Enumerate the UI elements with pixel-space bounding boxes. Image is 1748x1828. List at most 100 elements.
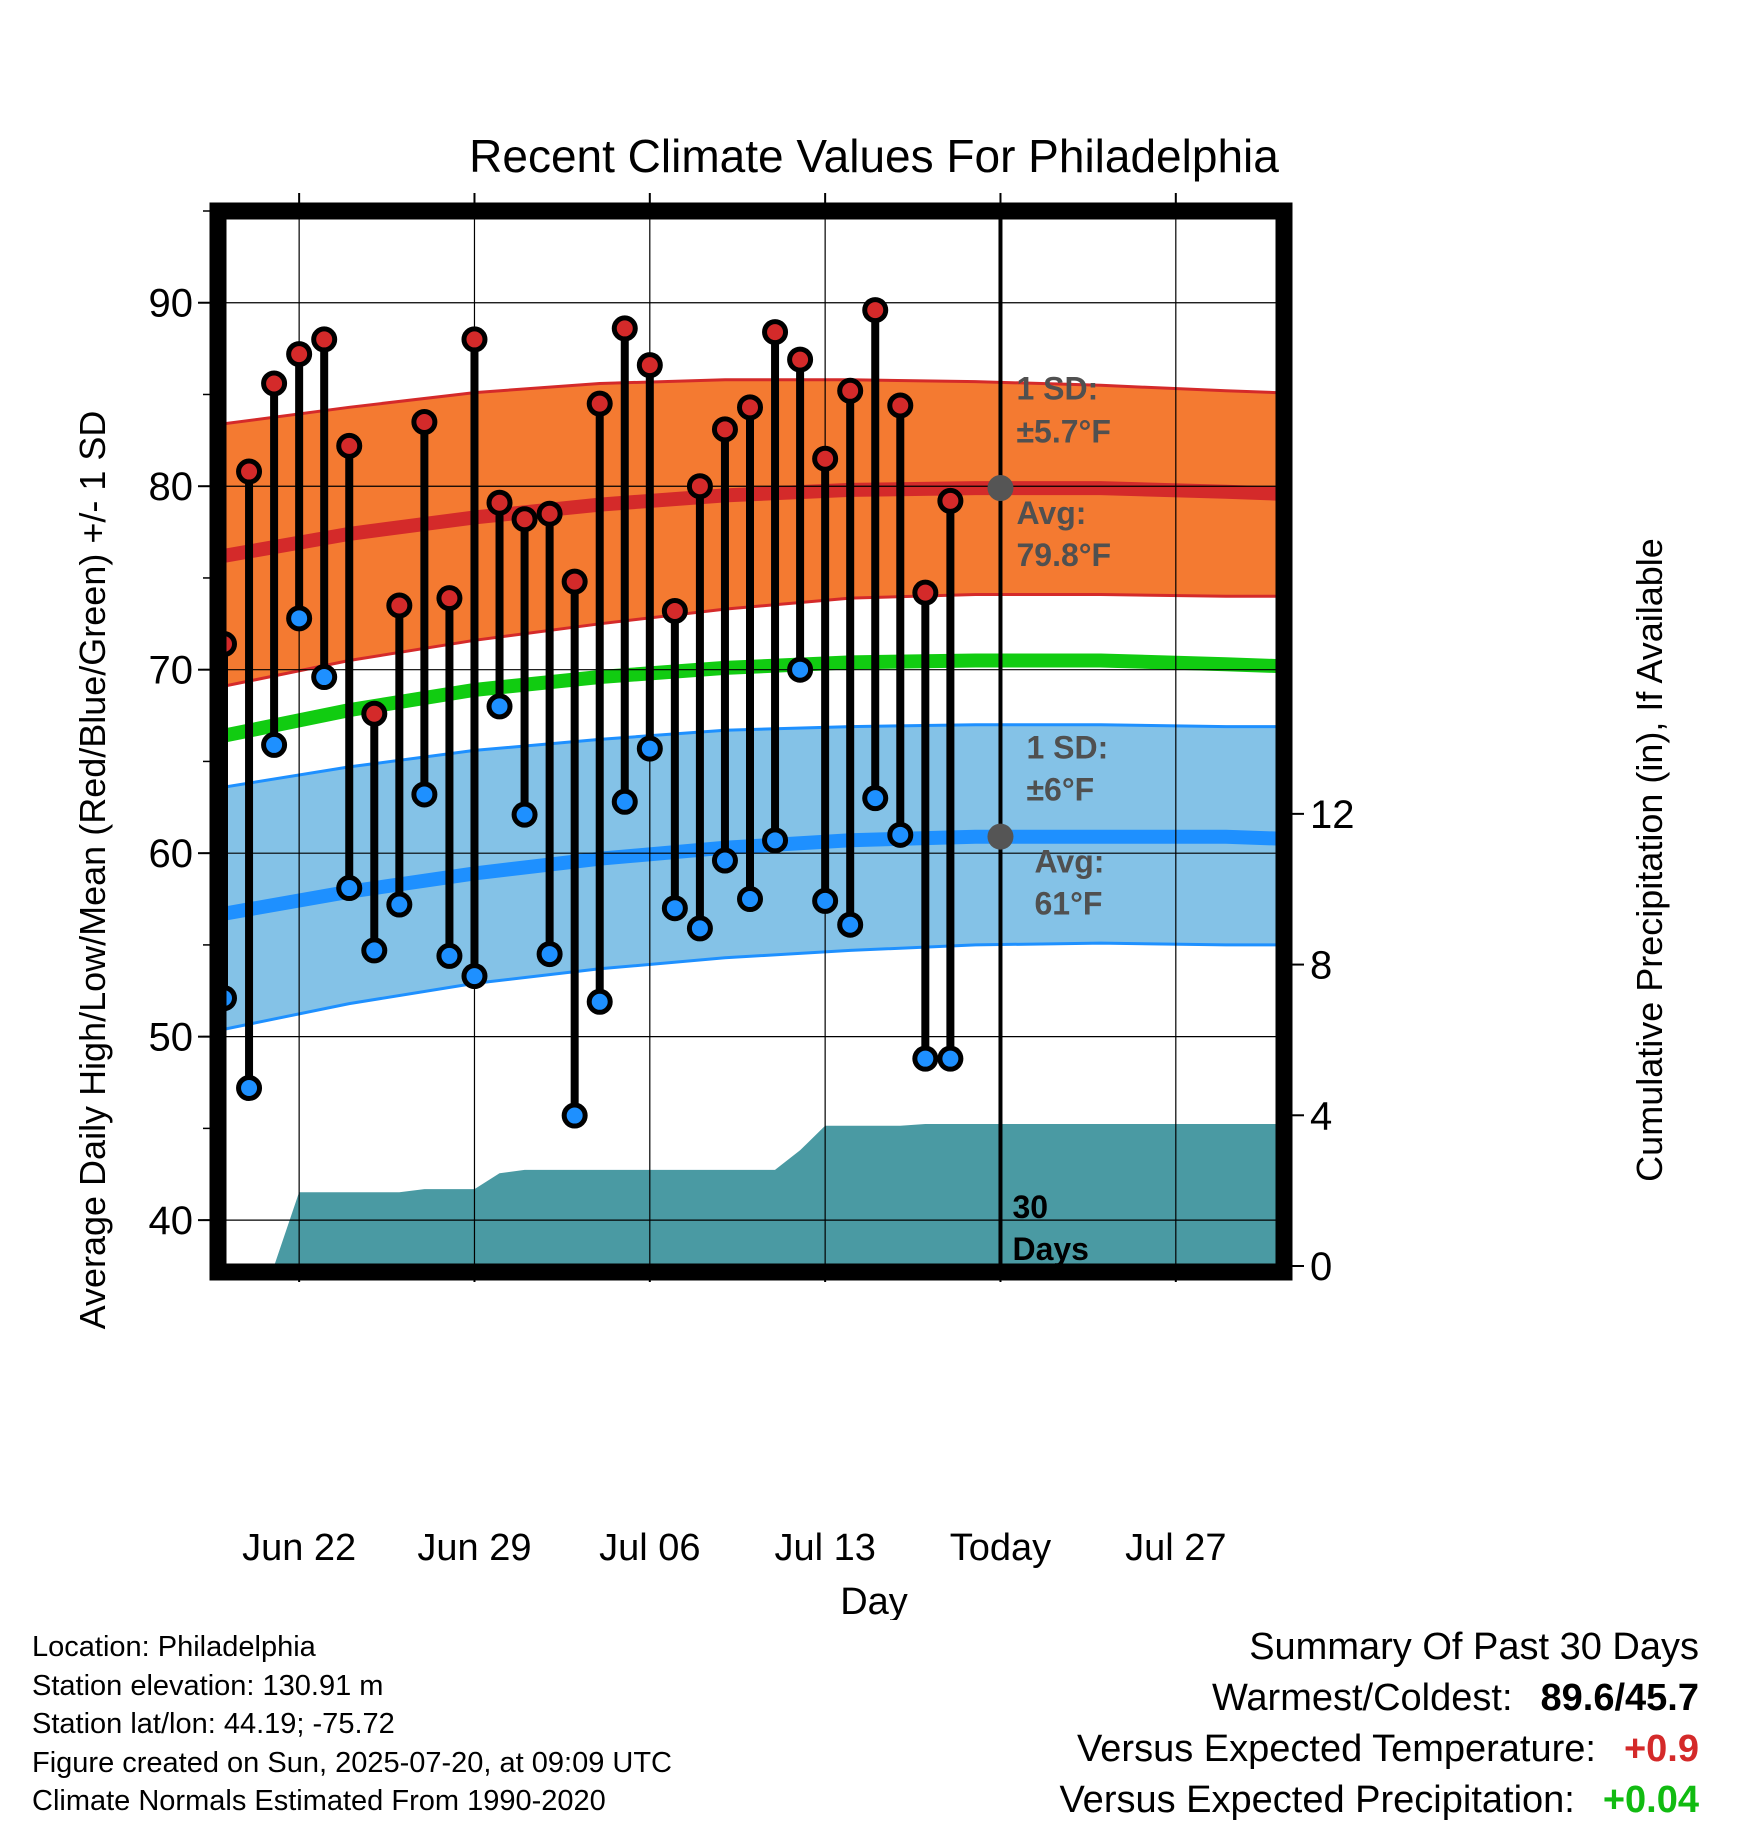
location-text: Location: Philadelphia [32, 1631, 316, 1663]
low-point [386, 891, 413, 918]
y-tick-label: 80 [149, 465, 194, 509]
high-point [711, 416, 738, 443]
y-right-tick-label: 4 [1310, 1094, 1332, 1138]
low-point [661, 895, 688, 922]
low-point [762, 827, 789, 854]
low-point [787, 656, 814, 683]
high-point [536, 500, 563, 527]
low-point [812, 887, 839, 914]
high-point [837, 377, 864, 404]
x-tick-label: Jul 06 [599, 1527, 700, 1569]
high-point [486, 489, 513, 516]
low-point [224, 985, 237, 1012]
avg-mean-line [224, 653, 1276, 743]
high-sd-band-lower-edge [224, 593, 1276, 688]
x-axis-title: Day [840, 1581, 908, 1620]
plot-content: 1 SD: ±5.7°F Avg: 79.8°F 1 SD: ±6°F Avg: 61°F 30… [224, 211, 1276, 1267]
high-point [361, 700, 388, 727]
low-point [411, 781, 438, 808]
high-point [862, 297, 889, 324]
low-point [937, 1045, 964, 1072]
summary-temp-row: Versus Expected Temperature: +0.9 [1059, 1724, 1699, 1775]
low-point [611, 788, 638, 815]
low-point [887, 821, 914, 848]
high-point [787, 346, 814, 373]
high-point [737, 394, 763, 421]
high-point [762, 319, 789, 346]
normals-text: Climate Normals Estimated From 1990-2020 [32, 1785, 606, 1817]
today-avg-high-marker [987, 475, 1014, 502]
plot-area: 1 SD: ±5.7°F Avg: 79.8°F 1 SD: ±6°F Avg: 61°F 30… [149, 193, 1355, 1569]
temp-value: +0.9 [1623, 1728, 1699, 1770]
precip-label: Versus Expected Precipitation: [1059, 1779, 1575, 1821]
high-point [286, 341, 313, 368]
summary-precip-row: Versus Expected Precipitation: +0.04 [1059, 1775, 1699, 1826]
created-text: Figure created on Sun, 2025-07-20, at 09… [32, 1746, 672, 1779]
low-point [311, 664, 338, 691]
high-point [436, 585, 463, 612]
climate-chart: Recent Climate Values For Philadelphia 1… [72, 130, 1670, 1620]
today-avg-low-marker [987, 823, 1014, 850]
chart-title: Recent Climate Values For Philadelphia [469, 130, 1279, 182]
low-point [586, 988, 613, 1015]
high-point [311, 326, 338, 353]
y-tick-label: 70 [149, 649, 194, 693]
high-sd-band-upper-edge [224, 378, 1276, 426]
low-point [361, 937, 388, 964]
low-point [862, 785, 889, 812]
high-sd-value: ±5.7°F [1016, 413, 1110, 449]
y-tick-label: 60 [149, 832, 194, 876]
high-point [261, 370, 288, 397]
low-sd-label: 1 SD: [1026, 730, 1108, 766]
low-avg-label: Avg: [1034, 844, 1104, 880]
low-point [511, 801, 538, 828]
high-point [561, 568, 588, 595]
x-tick-label: Today [950, 1527, 1051, 1569]
avg-low-line [224, 829, 1276, 921]
temp-label: Versus Expected Temperature: [1077, 1728, 1596, 1770]
warmest-label: Warmest/Coldest: [1211, 1677, 1513, 1719]
plot-frame [209, 202, 1293, 1281]
high-avg-label: Avg: [1016, 495, 1086, 531]
low-point [737, 886, 763, 913]
y-right-tick-label: 8 [1310, 944, 1332, 988]
low-point [261, 731, 288, 758]
x-tick-label: Jul 27 [1125, 1527, 1226, 1569]
x-tick-label: Jun 29 [417, 1527, 531, 1569]
window-label-days: Days [1012, 1231, 1089, 1267]
high-point [611, 315, 638, 342]
latlon-text: Station lat/lon: 44.19; -75.72 [32, 1708, 395, 1740]
high-point [236, 458, 263, 485]
y-tick-label: 90 [149, 282, 194, 326]
high-avg-value: 79.8°F [1016, 537, 1111, 573]
x-tick-label: Jun 22 [242, 1527, 356, 1569]
low-point [837, 911, 864, 938]
low-point [536, 941, 563, 968]
low-sd-value: ±6°F [1026, 772, 1094, 808]
summary-panel: Summary Of Past 30 Days Warmest/Coldest:… [1059, 1622, 1699, 1826]
high-point [937, 487, 964, 514]
high-point [586, 390, 613, 417]
high-point [411, 409, 438, 435]
summary-title: Summary Of Past 30 Days [1249, 1626, 1699, 1668]
low-point [461, 963, 488, 990]
low-point [636, 735, 663, 762]
low-point [236, 1075, 263, 1102]
y-tick-label: 50 [149, 1016, 194, 1060]
low-point [486, 693, 513, 720]
elevation-text: Station elevation: 130.91 m [32, 1669, 384, 1702]
low-point [686, 915, 713, 942]
precipitation-area [224, 1124, 1276, 1266]
low-point [561, 1102, 588, 1129]
precip-value: +0.04 [1602, 1779, 1699, 1821]
y-tick-label: 40 [149, 1199, 194, 1243]
window-label-number: 30 [1012, 1189, 1048, 1225]
low-point [711, 847, 738, 874]
high-point [812, 445, 839, 472]
high-point [224, 631, 237, 658]
station-info: Location: Philadelphia Station elevation… [32, 1628, 672, 1821]
high-point [461, 326, 488, 353]
y-right-tick-label: 0 [1310, 1245, 1332, 1289]
high-point [912, 579, 939, 606]
high-point [511, 506, 538, 533]
